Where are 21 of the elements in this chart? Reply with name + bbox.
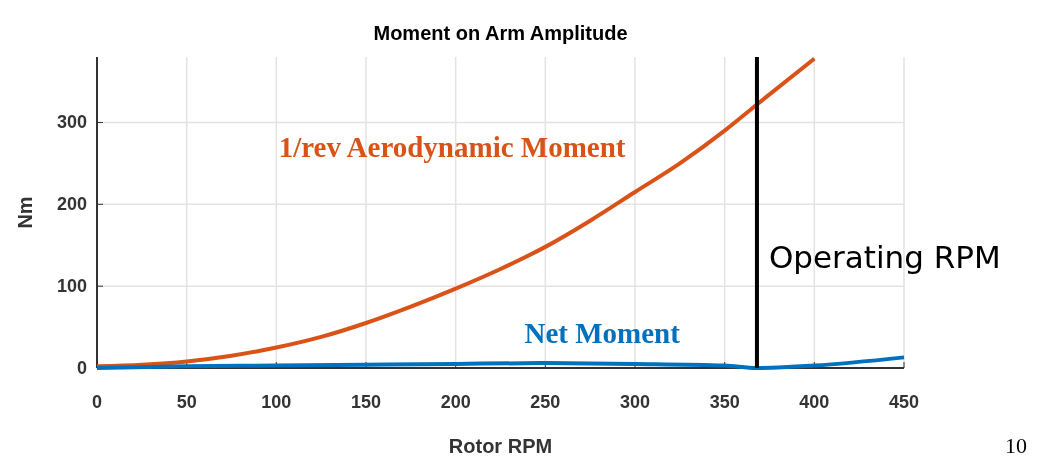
- x-tick-label: 250: [530, 392, 561, 412]
- text: 10: [1005, 433, 1027, 458]
- ref-line-label: Operating RPM: [768, 239, 1001, 276]
- y-tick-label: 100: [56, 276, 87, 297]
- y-tick-label: 0: [76, 358, 87, 378]
- series-label: Net Moment: [524, 317, 681, 350]
- y-axis-title: Nm: [14, 196, 36, 229]
- chart-title: Moment on Arm Amplitude: [373, 22, 628, 44]
- x-axis-title: Rotor RPM: [448, 435, 553, 457]
- x-tick-label: 150: [350, 392, 382, 412]
- y-tick-label: 200: [56, 194, 87, 215]
- x-tick-label: 50: [176, 392, 197, 412]
- y-tick-label: 300: [56, 112, 87, 133]
- x-tick-label: 100: [261, 392, 292, 412]
- x-tick-label: 0: [91, 392, 103, 412]
- x-tick-label: 200: [440, 392, 471, 412]
- x-tick-label: 450: [888, 392, 920, 412]
- x-tick-label: 400: [799, 392, 830, 412]
- series-label: 1/rev Aerodynamic Moment: [278, 130, 626, 163]
- x-tick-label: 350: [709, 392, 740, 412]
- x-tick-label: 300: [619, 392, 651, 412]
